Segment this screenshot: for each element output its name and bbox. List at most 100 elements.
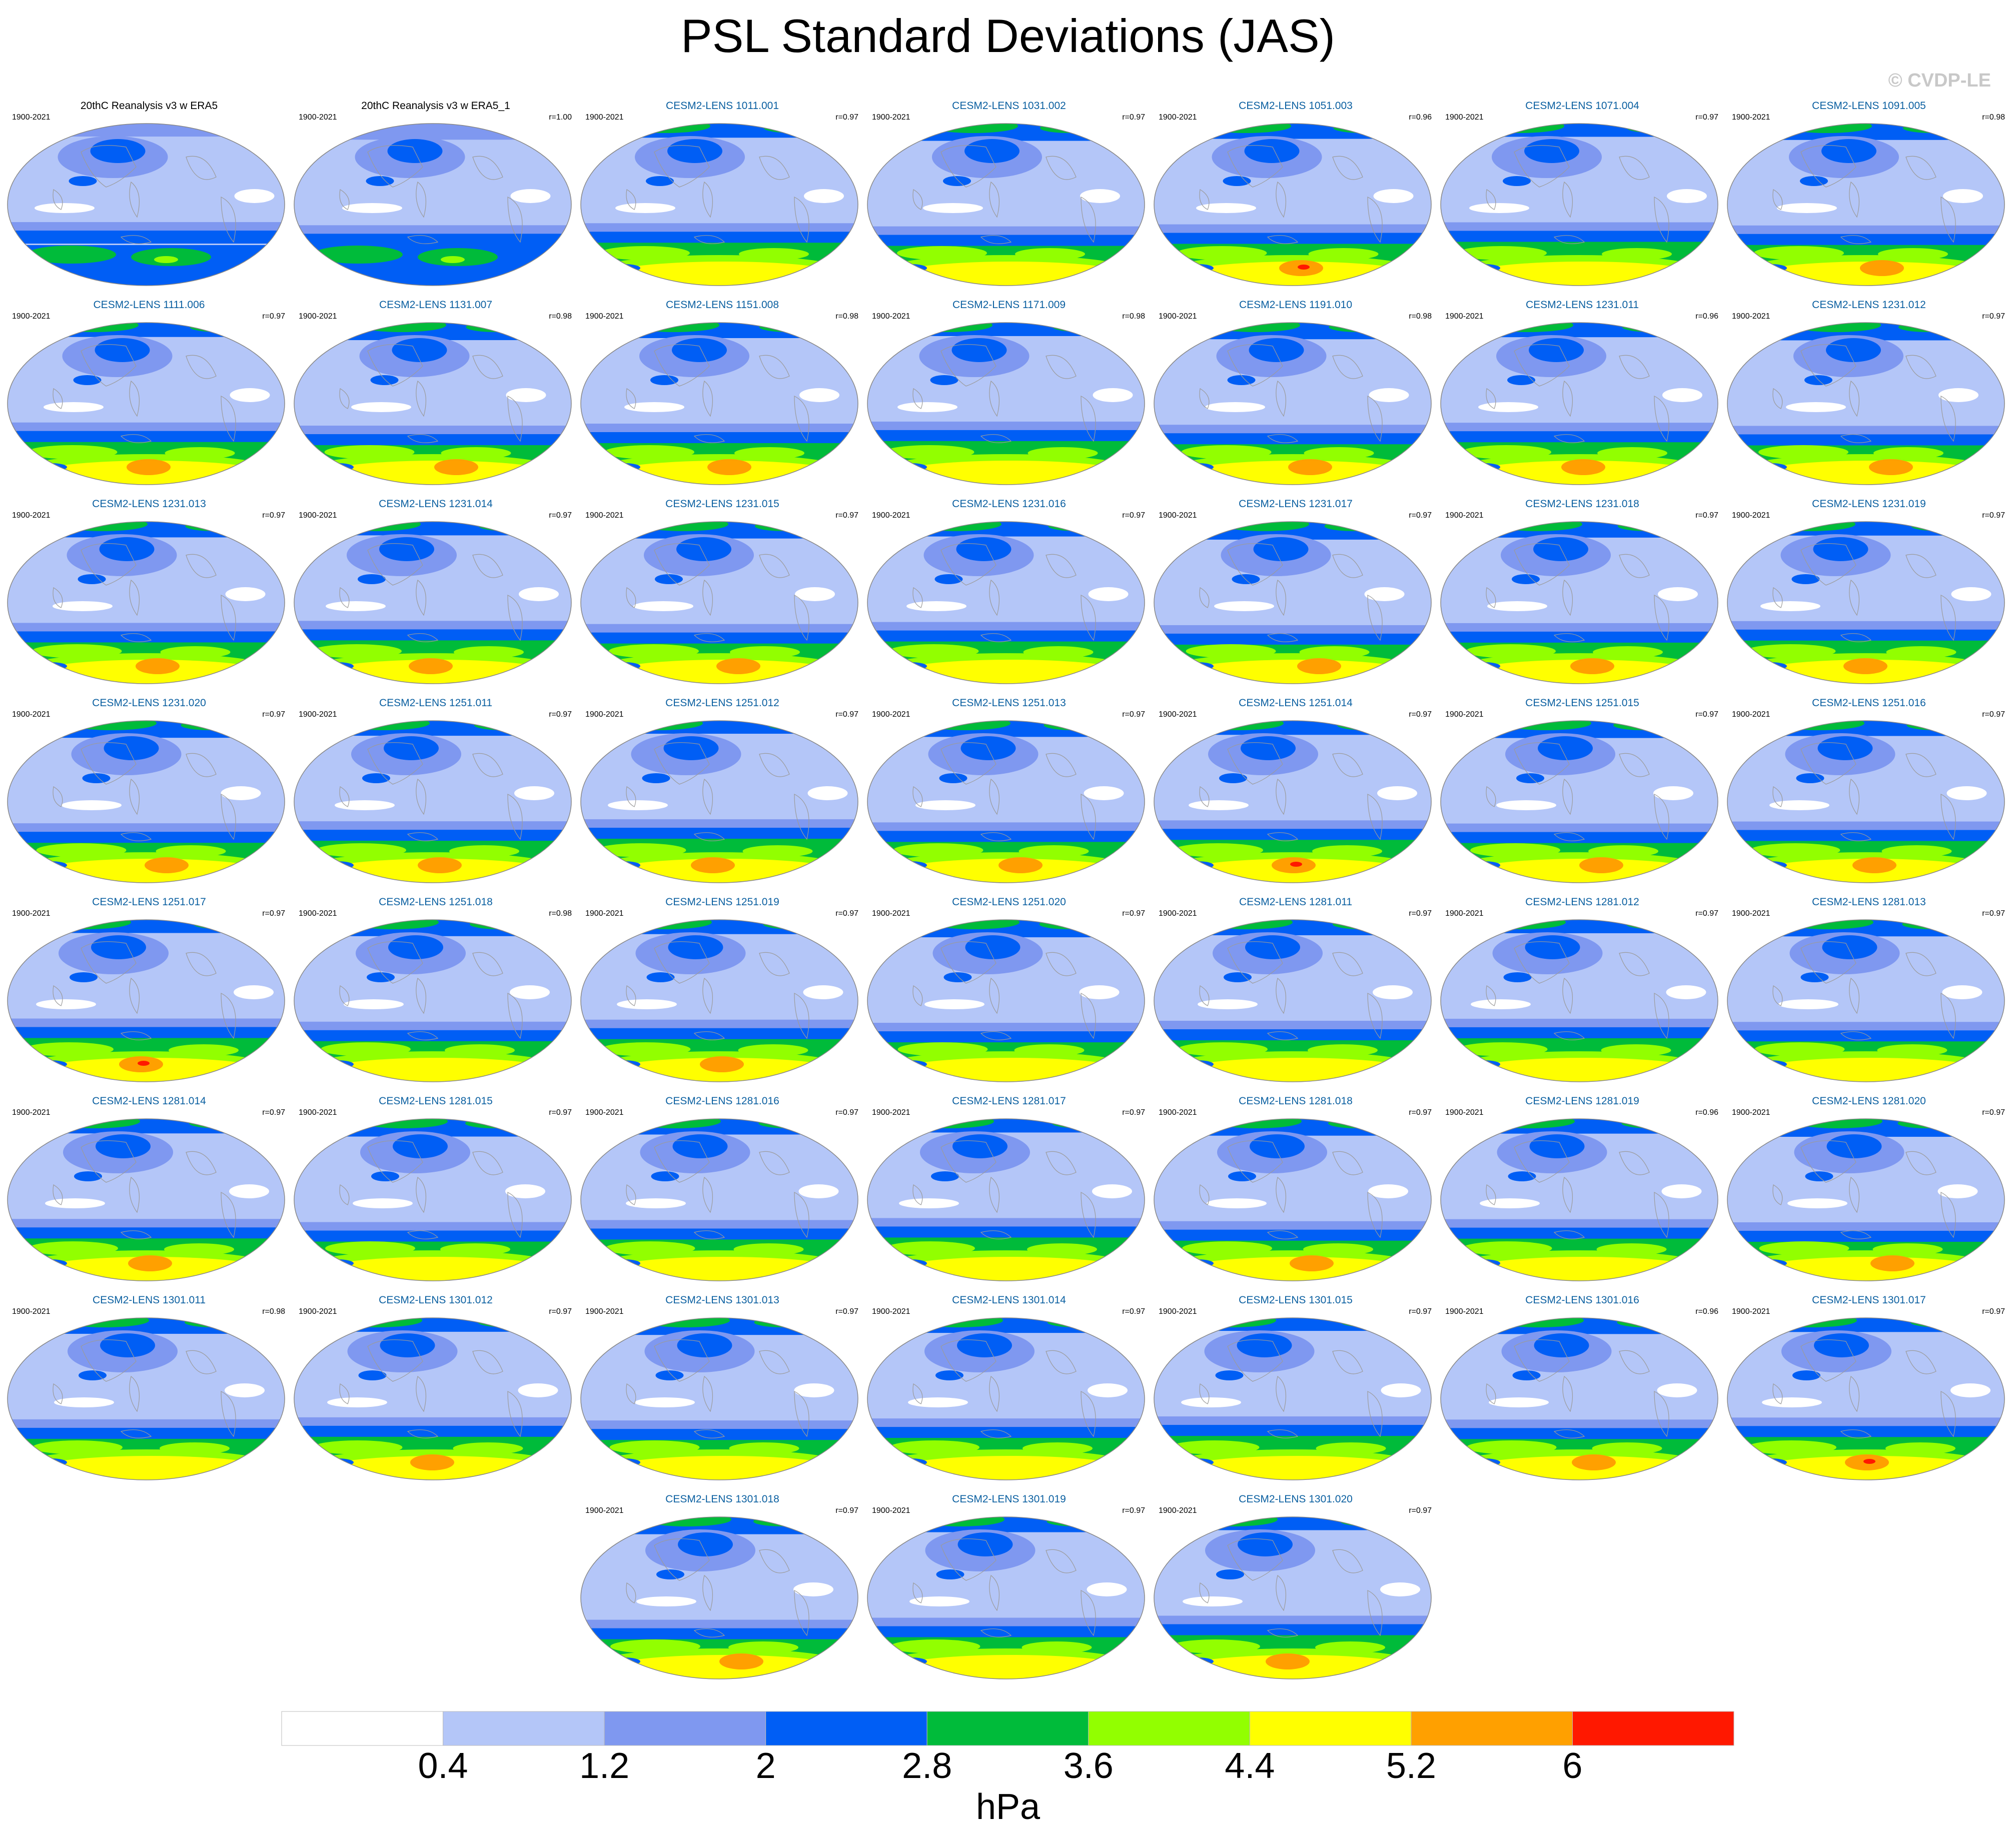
panel-years: 1900-2021 [12,113,51,122]
panel-map [294,1317,572,1480]
map-panel: CESM2-LENS 1281.019 1900-2021 r=0.96 [1439,1095,1725,1281]
panel-title: CESM2-LENS 1111.006 [93,299,205,311]
panel-title: CESM2-LENS 1301.017 [1812,1294,1926,1306]
panel-correlation: r=0.97 [262,710,285,719]
map-panel: CESM2-LENS 1171.009 1900-2021 r=0.98 [866,299,1152,485]
map-panel: CESM2-LENS 1231.018 1900-2021 r=0.97 [1439,498,1725,684]
map-panel: CESM2-LENS 1301.016 1900-2021 r=0.96 [1439,1294,1725,1480]
panel-correlation: r=0.97 [835,511,858,520]
panel-title: CESM2-LENS 1281.014 [92,1095,206,1107]
map-panel: CESM2-LENS 1231.015 1900-2021 r=0.97 [579,498,865,684]
panel-map [580,1118,858,1281]
panel-correlation: r=0.97 [835,1506,858,1515]
panel-map [1727,1317,2005,1480]
panel-title: CESM2-LENS 1281.020 [1812,1095,1926,1107]
colorbar-swatch [765,1711,927,1746]
panel-correlation: r=0.97 [1409,1307,1432,1316]
map-panel: CESM2-LENS 1281.014 1900-2021 r=0.97 [6,1095,292,1281]
map-panel: CESM2-LENS 1231.011 1900-2021 r=0.96 [1439,299,1725,485]
panel-title: CESM2-LENS 1301.013 [665,1294,779,1306]
panel-title: CESM2-LENS 1031.002 [952,100,1066,112]
panel-correlation: r=0.97 [835,710,858,719]
panel-years: 1900-2021 [1445,113,1484,122]
panel-title: CESM2-LENS 1191.010 [1239,299,1353,311]
panel-correlation: r=0.96 [1409,113,1432,122]
panel-map [7,322,285,485]
panel-title: CESM2-LENS 1301.018 [665,1493,779,1505]
panel-map [1440,919,1718,1082]
map-panel: CESM2-LENS 1301.017 1900-2021 r=0.97 [1726,1294,2012,1480]
panel-title: CESM2-LENS 1301.015 [1239,1294,1353,1306]
panel-map [294,521,572,684]
panel-map [294,919,572,1082]
map-panel: CESM2-LENS 1281.015 1900-2021 r=0.97 [293,1095,579,1281]
panel-years: 1900-2021 [1732,1108,1770,1117]
panel-title: 20thC Reanalysis v3 w ERA5 [80,100,218,112]
panel-title: CESM2-LENS 1281.015 [379,1095,493,1107]
panel-years: 1900-2021 [872,1108,910,1117]
panel-map [1154,919,1432,1082]
panel-map [1727,1118,2005,1281]
panel-correlation: r=0.97 [1409,511,1432,520]
map-panel: CESM2-LENS 1231.012 1900-2021 r=0.97 [1726,299,2012,485]
colorbar-swatch [443,1711,605,1746]
map-panel: CESM2-LENS 1281.017 1900-2021 r=0.97 [866,1095,1152,1281]
panel-title: CESM2-LENS 1131.007 [379,299,493,311]
map-panel: CESM2-LENS 1251.018 1900-2021 r=0.98 [293,896,579,1082]
panel-correlation: r=0.98 [1122,312,1145,321]
panel-years: 1900-2021 [1159,312,1197,321]
panel-correlation: r=0.98 [549,909,572,918]
map-panel: CESM2-LENS 1031.002 1900-2021 r=0.97 [866,100,1152,286]
panel-years: 1900-2021 [585,511,624,520]
panel-title: CESM2-LENS 1281.011 [1239,896,1353,908]
map-panel: CESM2-LENS 1051.003 1900-2021 r=0.96 [1153,100,1439,286]
map-panel: CESM2-LENS 1301.012 1900-2021 r=0.97 [293,1294,579,1480]
panel-years: 1900-2021 [299,1108,337,1117]
panel-map [867,919,1145,1082]
panel-years: 1900-2021 [1445,909,1484,918]
panel-correlation: r=0.96 [1695,1307,1718,1316]
panel-map [1440,123,1718,286]
panel-title: CESM2-LENS 1301.020 [1239,1493,1353,1505]
panel-years: 1900-2021 [585,113,624,122]
panel-title: CESM2-LENS 1301.012 [379,1294,493,1306]
panel-map [1154,322,1432,485]
panel-years: 1900-2021 [12,312,51,321]
colorbar-tick-label: 0.4 [418,1746,468,1786]
map-panel: CESM2-LENS 1231.016 1900-2021 r=0.97 [866,498,1152,684]
panel-map [580,1317,858,1480]
panel-correlation: r=0.97 [835,1108,858,1117]
panel-map [1440,1118,1718,1281]
panel-years: 1900-2021 [585,1108,624,1117]
panel-correlation: r=0.97 [262,312,285,321]
panel-title: CESM2-LENS 1071.004 [1525,100,1639,112]
panel-title: CESM2-LENS 1251.016 [1812,697,1926,709]
map-panel: CESM2-LENS 1301.019 1900-2021 r=0.97 [866,1493,1152,1679]
panel-title: CESM2-LENS 1091.005 [1812,100,1926,112]
panel-correlation: r=0.97 [1982,909,2005,918]
panel-years: 1900-2021 [299,1307,337,1316]
panel-title: CESM2-LENS 1231.018 [1525,498,1639,510]
panel-correlation: r=0.97 [549,511,572,520]
panel-map [1154,521,1432,684]
panel-map [580,720,858,883]
map-panel: CESM2-LENS 1251.013 1900-2021 r=0.97 [866,697,1152,883]
panel-title: CESM2-LENS 1281.019 [1525,1095,1639,1107]
panel-years: 1900-2021 [585,312,624,321]
panel-correlation: r=0.98 [549,312,572,321]
map-panel: CESM2-LENS 1231.013 1900-2021 r=0.97 [6,498,292,684]
panel-title: CESM2-LENS 1051.003 [1239,100,1353,112]
map-panel: CESM2-LENS 1071.004 1900-2021 r=0.97 [1439,100,1725,286]
panel-years: 1900-2021 [1159,1108,1197,1117]
panel-years: 1900-2021 [1159,511,1197,520]
panel-correlation: r=0.97 [1982,1307,2005,1316]
colorbar-tick-label: 3.6 [1063,1746,1114,1786]
panel-map [1440,1317,1718,1480]
panel-correlation: r=0.98 [262,1307,285,1316]
panel-map [294,720,572,883]
panel-map [294,123,572,286]
panel-correlation: r=0.97 [1982,1108,2005,1117]
panel-map [867,322,1145,485]
colorbar-swatch [1088,1711,1250,1746]
panel-correlation: r=0.97 [1122,113,1145,122]
